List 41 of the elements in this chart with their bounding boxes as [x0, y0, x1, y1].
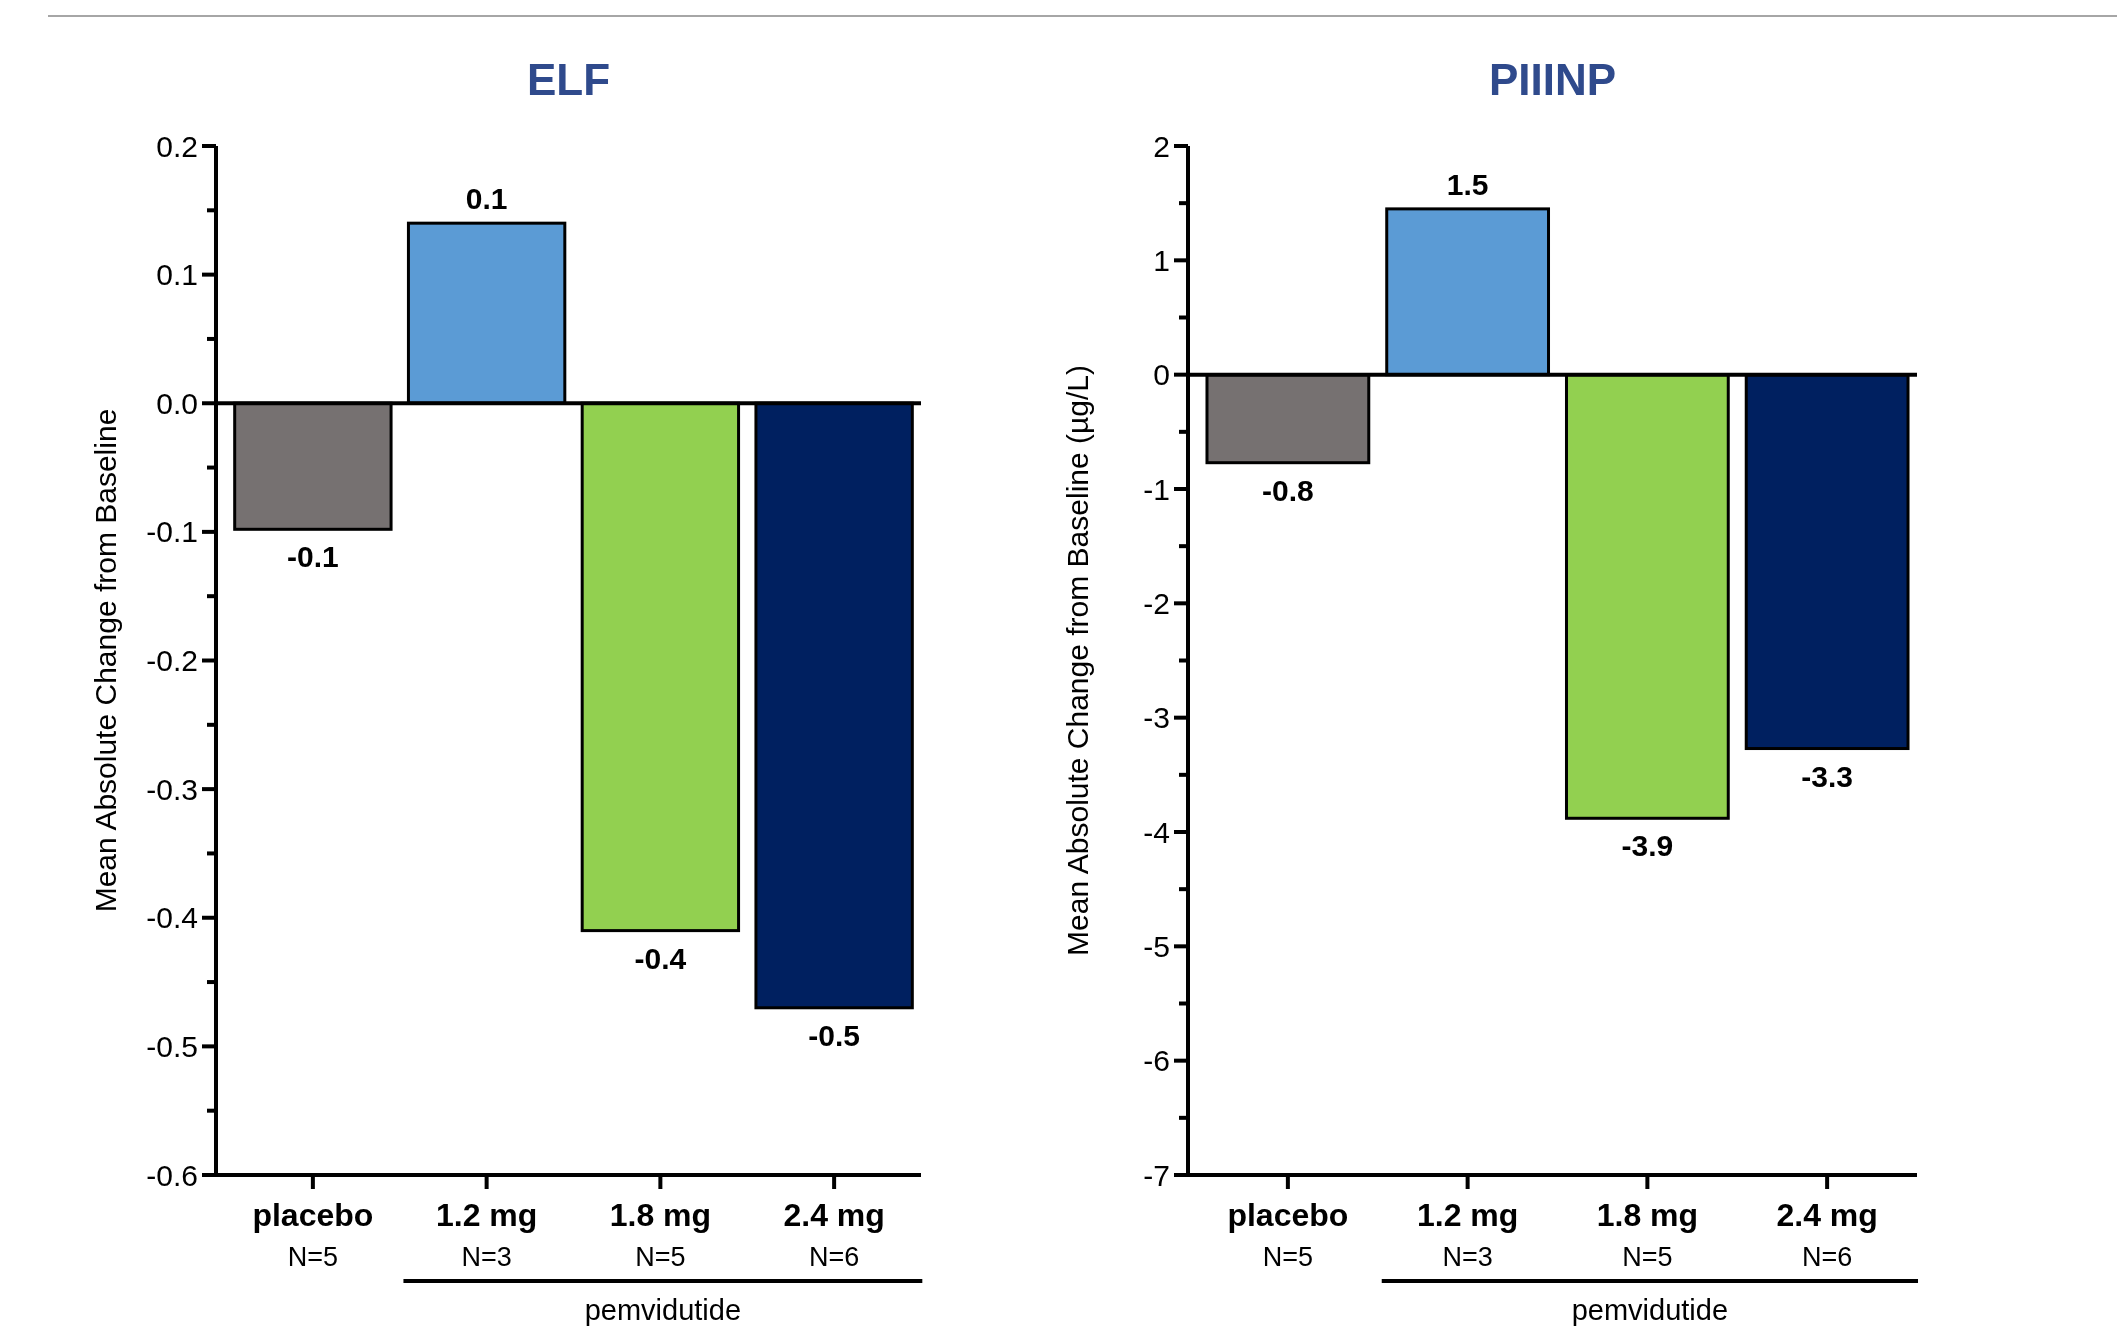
y-tick-label: -2	[1143, 586, 1170, 620]
y-axis-title: Mean Absolute Change from Baseline (µg/L)	[1061, 365, 1094, 956]
x-tick-label: 1.2 mg N=3	[435, 1197, 538, 1272]
y-tick-label: -7	[1143, 1158, 1170, 1192]
y-tick-label: -0.6	[146, 1158, 198, 1192]
y-tick-label: -4	[1143, 815, 1170, 849]
x-tick-label: placebo N=5	[1227, 1197, 1349, 1272]
y-tick-label: -0.3	[146, 772, 198, 806]
y-tick-label: -0.1	[146, 515, 198, 549]
data-label: -0.8	[1262, 473, 1314, 507]
y-tick-label: 0.2	[156, 129, 198, 163]
y-tick-label: -6	[1143, 1044, 1170, 1078]
y-tick-label: -0.2	[146, 644, 198, 677]
x-tick-label: 1.2 mg N=3	[1416, 1197, 1519, 1272]
y-tick-label: 0	[1153, 358, 1170, 392]
data-label: -3.9	[1621, 829, 1674, 863]
x-tick-label: 2.4 mg N=6	[783, 1197, 885, 1272]
y-tick-label: -3	[1143, 701, 1170, 735]
y-axis-title: Mean Absolute Change from Baseline	[89, 408, 122, 913]
y-tick-label: -0.4	[146, 901, 198, 935]
text: pemvidutide	[584, 1294, 742, 1326]
y-tick-label: 1	[1153, 243, 1170, 277]
data-label: -0.4	[634, 941, 687, 975]
y-tick-label: -1	[1143, 472, 1170, 506]
y-tick-label: -0.5	[146, 1029, 198, 1063]
x-tick-label: placebo N=5	[252, 1197, 374, 1272]
data-label: -3.3	[1801, 759, 1853, 793]
x-tick-label: 1.8 mg N=5	[609, 1197, 712, 1272]
y-tick-label: 0.0	[156, 386, 198, 420]
x-tick-label: 2.4 mg N=6	[1776, 1197, 1878, 1272]
y-tick-label: 2	[1153, 129, 1170, 163]
data-label: 1.5	[1446, 167, 1489, 201]
x-tick-label: 1.8 mg N=5	[1596, 1197, 1699, 1272]
data-label: 0.1	[465, 182, 508, 216]
data-label: -0.1	[287, 540, 339, 574]
y-tick-label: -5	[1143, 929, 1170, 963]
chart-title: ELF	[526, 55, 611, 104]
y-tick-label: 0.1	[156, 258, 198, 292]
data-label: -0.5	[808, 1018, 860, 1052]
text: pemvidutide	[1571, 1294, 1729, 1326]
chart-title: PIIINP	[1488, 55, 1617, 104]
